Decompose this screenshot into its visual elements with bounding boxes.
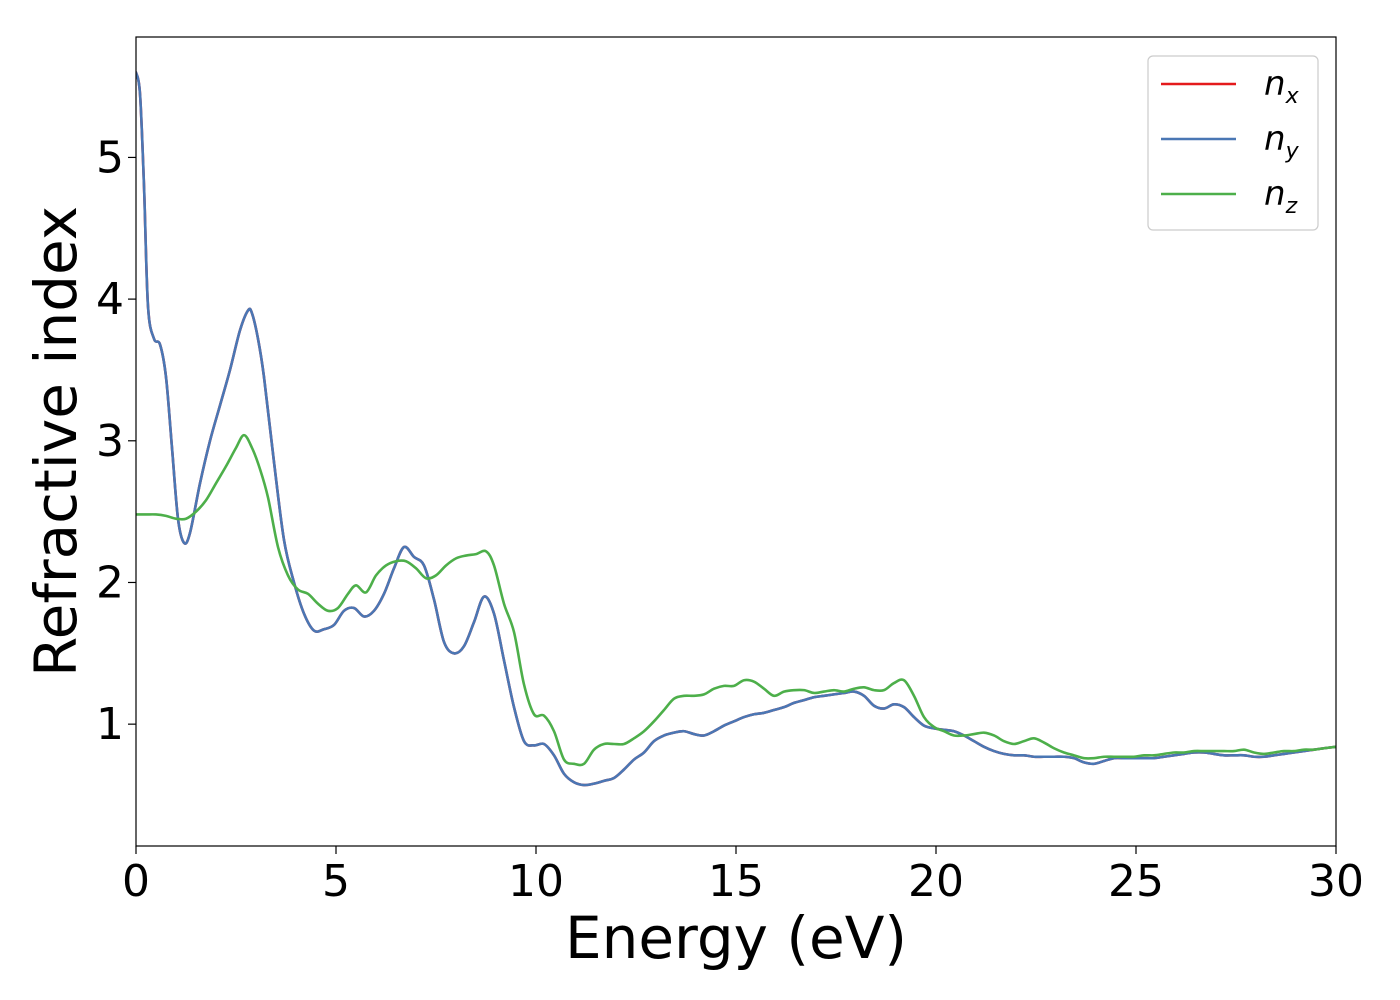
plot-area: [135, 36, 1337, 847]
legend-box: [1147, 55, 1319, 231]
x-tick-label: 15: [708, 856, 764, 907]
x-axis-label: Energy (eV): [565, 904, 907, 972]
y-tick-label: 1: [96, 699, 124, 750]
y-axis-label: Refractive index: [22, 206, 90, 677]
legend: nx ny nz: [1147, 55, 1319, 231]
series-layer: [136, 71, 1336, 787]
series-line-z: [136, 433, 1336, 767]
legend-label: nx: [1264, 64, 1300, 109]
x-tick-label: 25: [1108, 856, 1164, 907]
y-tick-label: 3: [96, 416, 124, 467]
x-tick-label: 5: [322, 856, 350, 907]
legend-label: ny: [1264, 119, 1300, 164]
series-line-y: [136, 71, 1336, 787]
legend-item-y: ny: [1161, 119, 1300, 164]
legend-label: nz: [1264, 174, 1298, 219]
legend-item-z: nz: [1161, 174, 1298, 219]
y-axis-ticks: 1 2 3 4 5: [96, 132, 136, 750]
y-tick-label: 5: [96, 132, 124, 183]
y-tick-label: 4: [96, 274, 124, 325]
legend-item-x: nx: [1161, 64, 1300, 109]
x-tick-label: 0: [122, 856, 150, 907]
x-axis-ticks: 0 5 10 15 20 25 30: [122, 846, 1364, 907]
x-tick-label: 10: [508, 856, 564, 907]
y-tick-label: 2: [96, 557, 124, 608]
x-tick-label: 20: [908, 856, 964, 907]
x-tick-label: 30: [1308, 856, 1364, 907]
